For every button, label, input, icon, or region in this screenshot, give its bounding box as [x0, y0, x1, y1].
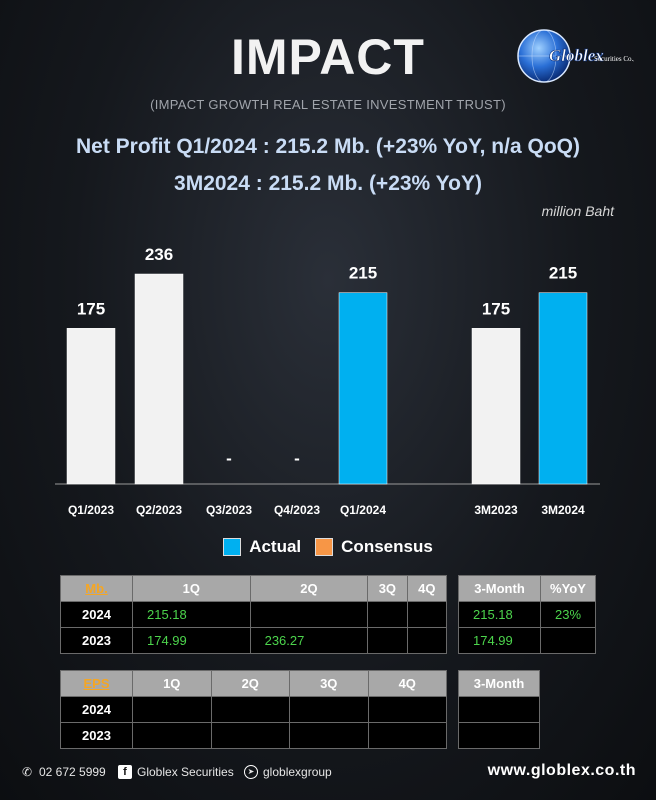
page-subtitle: (IMPACT GROWTH REAL ESTATE INVESTMENT TR… — [150, 97, 506, 112]
table-row: 2024 215.18 — [60, 601, 448, 628]
eps-row-year: 2024 — [60, 696, 133, 723]
eps-cell — [367, 696, 447, 723]
data-label-q1-2024: 215 — [349, 264, 377, 283]
table-row: 174.99 — [458, 627, 596, 654]
bar-3m2023 — [471, 328, 521, 485]
tick-label-q1-2024: Q1/2024 — [340, 503, 386, 517]
footer-telegram[interactable]: ➤ globlexgroup — [244, 765, 332, 779]
bar-q1-2024 — [338, 292, 388, 485]
data-label-3m2023: 175 — [482, 299, 510, 318]
eps-summary-header-3month: 3-Month — [458, 670, 540, 697]
eps-cell — [210, 722, 290, 749]
legend-actual-swatch — [223, 538, 242, 556]
headline-ytd: 3M2024 : 215.2 Mb. (+23% YoY) — [174, 172, 482, 195]
table-row: 2024 — [60, 696, 447, 723]
profit-cell — [249, 601, 369, 628]
globlex-logo: Globlex Securities Co.,Ltd. — [517, 29, 634, 83]
profit-header-3q: 3Q — [367, 575, 408, 602]
eps-summary-cell — [458, 722, 540, 749]
summary-cell: 174.99 — [458, 627, 541, 654]
summary-header-yoy: %YoY — [540, 575, 596, 602]
telegram-icon: ➤ — [244, 765, 258, 779]
eps-header-3q: 3Q — [289, 670, 369, 697]
profit-cell — [367, 601, 408, 628]
summary-cell: 215.18 — [458, 601, 541, 628]
eps-cell — [132, 696, 212, 723]
profit-cell: 215.18 — [132, 601, 251, 628]
eps-summary-table: 3-Month — [458, 670, 540, 749]
legend-consensus-swatch — [315, 538, 334, 556]
footer-telegram-text: globlexgroup — [263, 765, 332, 779]
data-label-q2-2023: 236 — [145, 245, 173, 264]
footer-website-link[interactable]: www.globlex.co.th — [487, 762, 636, 779]
table-row: 2023 174.99 236.27 — [60, 627, 448, 654]
eps-summary-cell — [458, 696, 540, 723]
headline-quarter: Net Profit Q1/2024 : 215.2 Mb. (+23% YoY… — [76, 135, 580, 158]
profit-cell: 236.27 — [249, 627, 369, 654]
tick-label-q4-2023: Q4/2023 — [274, 503, 320, 517]
data-label-q4-2023: - — [294, 449, 300, 468]
data-label-q1-2023: 175 — [77, 299, 105, 318]
table-row: 215.18 23% — [458, 601, 596, 628]
unit-label: million Baht — [541, 203, 614, 219]
legend-consensus-label: Consensus — [341, 537, 433, 556]
profit-cell: 174.99 — [132, 627, 251, 654]
profit-table-corner: Mb. — [60, 575, 133, 602]
data-label-3m2024: 215 — [549, 264, 577, 283]
profit-cell — [406, 601, 448, 628]
profit-header-4q: 4Q — [406, 575, 448, 602]
net-profit-bar-chart: 175 Q1/2023 236 Q2/2023 - Q3/2023 - Q4/2023 215 Q… — [55, 245, 600, 517]
phone-icon: ✆ — [21, 765, 33, 779]
table-row — [458, 696, 540, 723]
table-row — [458, 722, 540, 749]
eps-row-year: 2023 — [60, 722, 133, 749]
bar-q2-2023 — [134, 273, 184, 485]
data-label-q3-2023: - — [226, 449, 232, 468]
eps-cell — [210, 696, 290, 723]
eps-cell — [132, 722, 212, 749]
page-title: IMPACT — [231, 29, 425, 85]
bar-3m2024 — [538, 292, 588, 485]
eps-header-2q: 2Q — [210, 670, 290, 697]
logo-subtext: Securities Co.,Ltd. — [594, 55, 634, 63]
profit-row-year: 2024 — [60, 601, 133, 628]
facebook-icon: f — [118, 765, 132, 779]
summary-cell: 23% — [540, 601, 596, 628]
profit-header-1q: 1Q — [132, 575, 251, 602]
table-row: 2023 — [60, 722, 447, 749]
tick-label-q3-2023: Q3/2023 — [206, 503, 252, 517]
eps-cell — [367, 722, 447, 749]
tick-label-3m2024: 3M2024 — [541, 503, 585, 517]
footer-facebook-text: Globlex Securities — [137, 765, 234, 779]
eps-header-1q: 1Q — [132, 670, 212, 697]
profit-table: Mb. 1Q 2Q 3Q 4Q 2024 215.18 2023 174.99 … — [60, 575, 448, 654]
profit-cell — [367, 627, 408, 654]
eps-header-4q: 4Q — [367, 670, 447, 697]
footer-phone-text: 02 672 5999 — [39, 765, 106, 779]
footer: ✆ 02 672 5999 f Globlex Securities ➤ glo… — [0, 758, 656, 788]
legend-actual: Actual — [223, 537, 301, 557]
profit-summary-table: 3-Month %YoY 215.18 23% 174.99 — [458, 575, 596, 654]
tick-label-3m2023: 3M2023 — [474, 503, 518, 517]
summary-cell — [540, 627, 596, 654]
legend-actual-label: Actual — [249, 537, 302, 556]
profit-header-2q: 2Q — [249, 575, 369, 602]
tick-label-q1-2023: Q1/2023 — [68, 503, 114, 517]
tick-label-q2-2023: Q2/2023 — [136, 503, 182, 517]
summary-header-3month: 3-Month — [458, 575, 541, 602]
profit-cell — [406, 627, 448, 654]
logo-text: Globlex — [549, 46, 604, 65]
footer-facebook[interactable]: f Globlex Securities — [118, 765, 234, 779]
profit-row-year: 2023 — [60, 627, 133, 654]
eps-table: EPS 1Q 2Q 3Q 4Q 2024 2023 — [60, 670, 447, 749]
eps-table-corner: EPS — [60, 670, 133, 697]
chart-legend: Actual Consensus — [0, 537, 656, 557]
eps-cell — [289, 722, 369, 749]
footer-phone[interactable]: ✆ 02 672 5999 — [20, 765, 106, 779]
eps-cell — [289, 696, 369, 723]
bar-q1-2023 — [66, 328, 116, 485]
legend-consensus: Consensus — [315, 537, 433, 557]
